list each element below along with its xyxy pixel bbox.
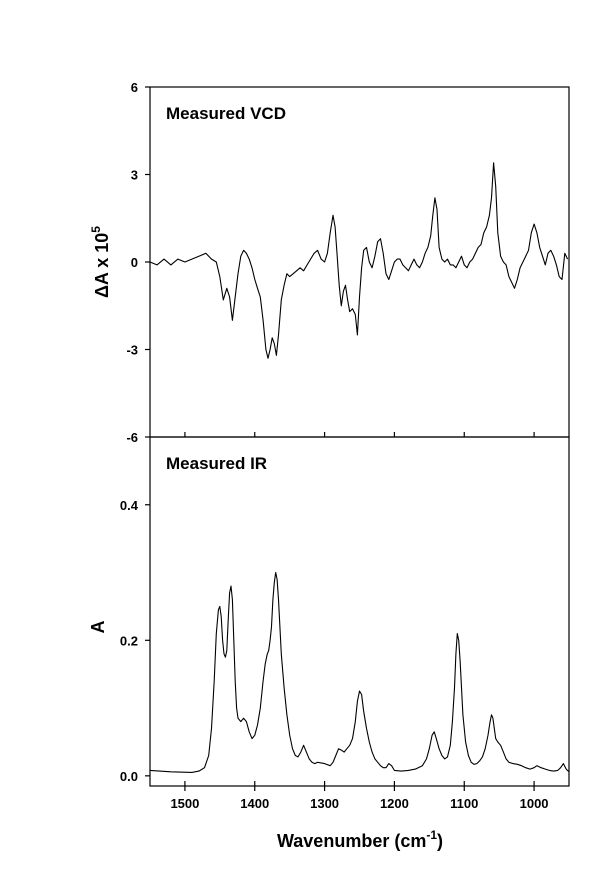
ir-panel-title: Measured IR — [166, 454, 267, 473]
x-tick-label: 1200 — [380, 796, 409, 811]
ir-series-line — [149, 571, 570, 773]
vcd-y-axis-title-text: ΔA x 10 — [92, 233, 112, 298]
vcd-y-tick-label: -3 — [126, 343, 138, 358]
vcd-panel: 6 3 0 -3 -6 Measured VCD ΔA x 105 — [89, 80, 570, 445]
vcd-y-axis-title-exponent: 5 — [89, 226, 103, 233]
ir-x-axis: 1500 1400 1300 1200 1100 1000 — [170, 781, 549, 811]
x-axis-title: Wavenumber (cm-1) — [277, 828, 443, 851]
x-axis-title-text: Wavenumber (cm — [277, 831, 426, 851]
x-tick-label: 1000 — [520, 796, 549, 811]
ir-y-axis: 0.0 0.2 0.4 — [120, 498, 150, 784]
vcd-y-axis-title: ΔA x 105 — [89, 226, 112, 298]
x-tick-label: 1500 — [170, 796, 199, 811]
ir-y-tick-label: 0.2 — [120, 633, 138, 648]
x-axis-title-suffix: ) — [437, 831, 443, 851]
ir-y-tick-label: 0.0 — [120, 769, 138, 784]
vcd-y-axis: 6 3 0 -3 -6 — [126, 80, 150, 445]
ir-panel: 0.0 0.2 0.4 1500 1400 1300 1200 1100 1000 Measu… — [88, 436, 570, 851]
vcd-y-tick-label: 0 — [131, 255, 138, 270]
ir-plot-frame — [149, 436, 570, 787]
ir-y-axis-title: A — [88, 621, 108, 634]
vcd-series-line — [149, 162, 569, 359]
vcd-y-tick-label: 3 — [131, 168, 138, 183]
vcd-panel-title: Measured VCD — [166, 104, 286, 123]
vcd-y-tick-label: 6 — [131, 80, 138, 95]
x-tick-label: 1400 — [240, 796, 269, 811]
x-axis-title-exponent: -1 — [426, 828, 437, 842]
ir-y-tick-label: 0.4 — [120, 498, 139, 513]
vcd-plot-frame — [149, 86, 570, 438]
vcd-x-ticks — [184, 432, 535, 437]
x-tick-label: 1300 — [310, 796, 339, 811]
x-tick-label: 1100 — [450, 796, 478, 811]
vcd-y-tick-label: -6 — [126, 430, 138, 445]
